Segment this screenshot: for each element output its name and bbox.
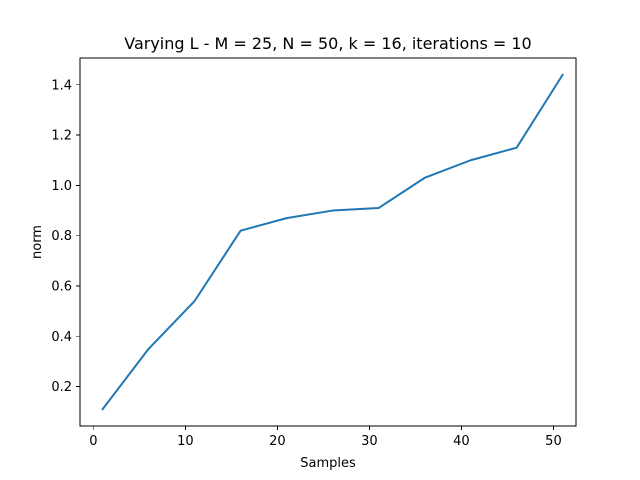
y-axis-title: norm (30, 225, 45, 259)
axes-frame (79, 57, 577, 427)
y-tick-label: 1.4 (51, 78, 72, 93)
series-line-0 (101, 73, 564, 411)
x-tick-label: 0 (89, 434, 97, 449)
y-axis-ticks: 0.2 0.4 0.6 0.8 1.0 1.2 1.4 (51, 78, 80, 395)
y-tick-label: 0.8 (51, 229, 72, 244)
x-axis-ticks: 0 10 20 30 40 50 (89, 426, 562, 449)
chart-title: Varying L - M = 25, N = 50, k = 16, iter… (124, 34, 531, 53)
x-axis-title: Samples (300, 456, 356, 471)
y-tick-label: 1.2 (51, 129, 72, 144)
plot-area (101, 73, 564, 411)
x-tick-label: 40 (453, 434, 470, 449)
x-tick-label: 20 (269, 434, 286, 449)
x-tick-label: 50 (545, 434, 562, 449)
y-tick-label: 0.6 (51, 280, 72, 295)
y-tick-label: 0.4 (51, 330, 72, 345)
x-tick-label: 30 (361, 434, 378, 449)
x-tick-label: 10 (177, 434, 194, 449)
y-tick-label: 0.2 (51, 380, 72, 395)
y-tick-label: 1.0 (51, 179, 72, 194)
